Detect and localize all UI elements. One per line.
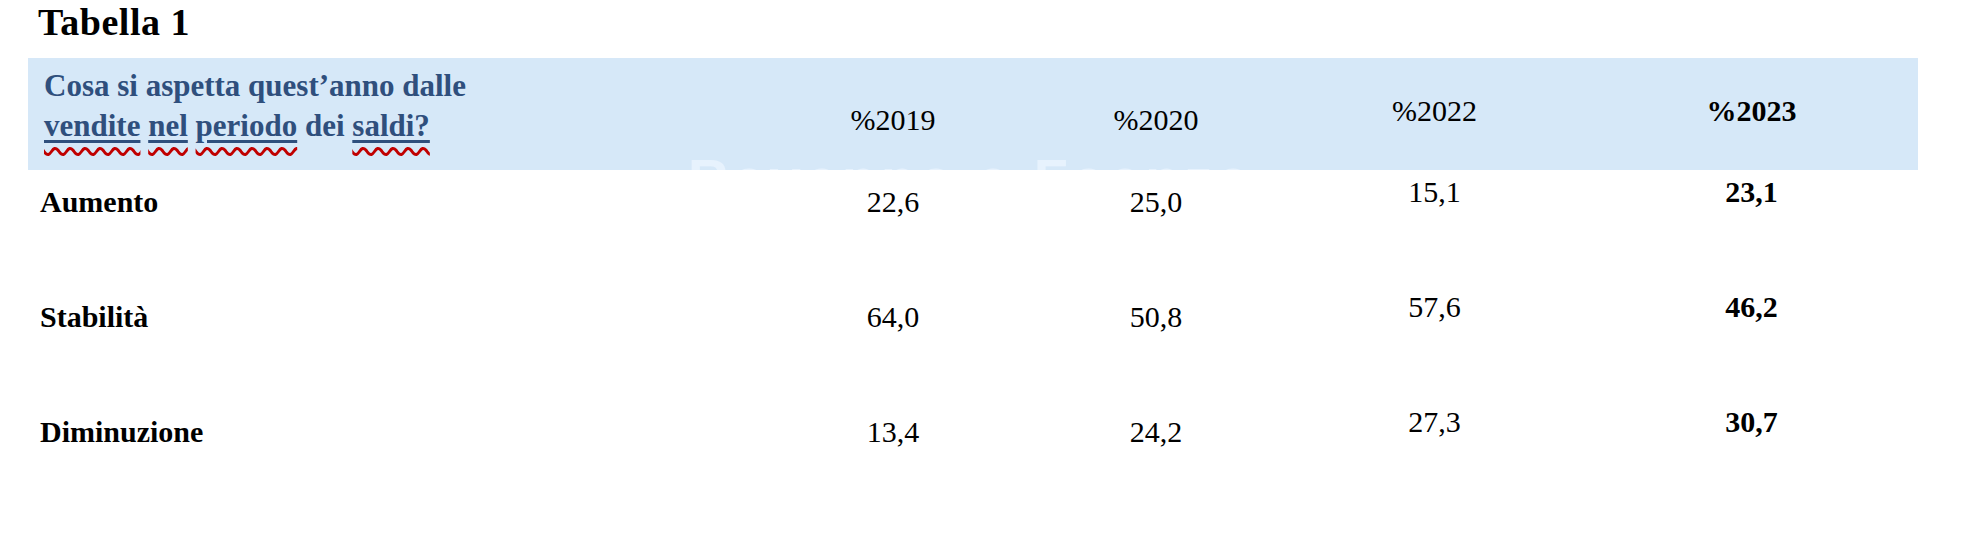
cell-2022: 15,1 bbox=[1284, 170, 1585, 285]
cell-2022: 57,6 bbox=[1284, 285, 1585, 400]
question-line2: vendite nel periodo dei saldi? bbox=[44, 108, 430, 143]
cell-2020: 24,2 bbox=[1028, 400, 1284, 515]
misspelled-word: vendite bbox=[44, 108, 140, 143]
row-label: Aumento bbox=[28, 170, 758, 285]
cell-2020: 50,8 bbox=[1028, 285, 1284, 400]
cell-2023: 23,1 bbox=[1585, 170, 1918, 285]
question-line1: Cosa si aspetta quest’anno dalle bbox=[44, 68, 466, 103]
cell-2019: 22,6 bbox=[758, 170, 1028, 285]
table-title: Tabella 1 bbox=[38, 0, 190, 44]
table-row: Diminuzione 13,4 24,2 27,3 30,7 bbox=[28, 400, 1918, 515]
misspelled-word: saldi? bbox=[352, 108, 430, 143]
misspelled-word: nel bbox=[148, 108, 188, 143]
table-row: Stabilità 64,0 50,8 57,6 46,2 bbox=[28, 285, 1918, 400]
table-body: Aumento 22,6 25,0 15,1 23,1 Stabilità 64… bbox=[28, 170, 1918, 515]
cell-2020: 25,0 bbox=[1028, 170, 1284, 285]
cell-2023: 30,7 bbox=[1585, 400, 1918, 515]
row-label: Diminuzione bbox=[28, 400, 758, 515]
table-row: Aumento 22,6 25,0 15,1 23,1 bbox=[28, 170, 1918, 285]
document-page: Tabella 1 Ravenna e Faenza Cosa si aspet… bbox=[0, 0, 1964, 538]
question-word: dei bbox=[305, 108, 345, 143]
column-header-2022: %2022 bbox=[1284, 58, 1585, 170]
misspelled-word: periodo bbox=[196, 108, 298, 143]
table-header-row: Cosa si aspetta quest’anno dalle vendite… bbox=[28, 58, 1918, 170]
column-header-2019: %2019 bbox=[758, 58, 1028, 170]
cell-2023: 46,2 bbox=[1585, 285, 1918, 400]
cell-2019: 13,4 bbox=[758, 400, 1028, 515]
column-header-2023: %2023 bbox=[1585, 58, 1918, 170]
cell-2019: 64,0 bbox=[758, 285, 1028, 400]
column-header-2020: %2020 bbox=[1028, 58, 1284, 170]
cell-2022: 27,3 bbox=[1284, 400, 1585, 515]
table-question: Cosa si aspetta quest’anno dalle vendite… bbox=[28, 58, 758, 170]
row-label: Stabilità bbox=[28, 285, 758, 400]
table-header-band: Ravenna e Faenza Cosa si aspetta quest’a… bbox=[28, 58, 1918, 170]
